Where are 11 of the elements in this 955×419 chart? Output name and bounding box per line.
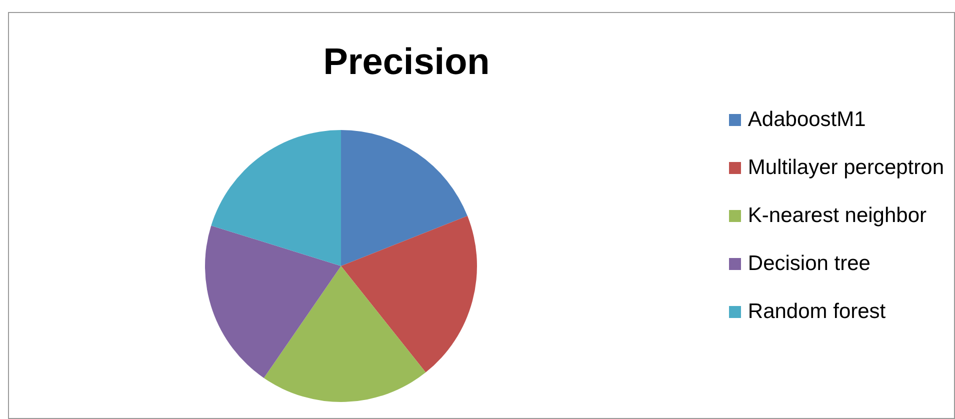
legend-label: Multilayer perceptron (746, 154, 944, 180)
legend-label: K-nearest neighbor (746, 202, 928, 228)
pie-slice (205, 226, 341, 378)
chart-title: Precision (322, 41, 491, 83)
legend-label: AdaboostM1 (746, 106, 867, 132)
pie-slice (341, 216, 477, 372)
pie-slice (211, 130, 341, 266)
legend-label: Random forest (746, 298, 887, 324)
pie-slice (264, 266, 426, 402)
pie-slice (341, 130, 468, 266)
legend-label: Decision tree (746, 250, 872, 276)
